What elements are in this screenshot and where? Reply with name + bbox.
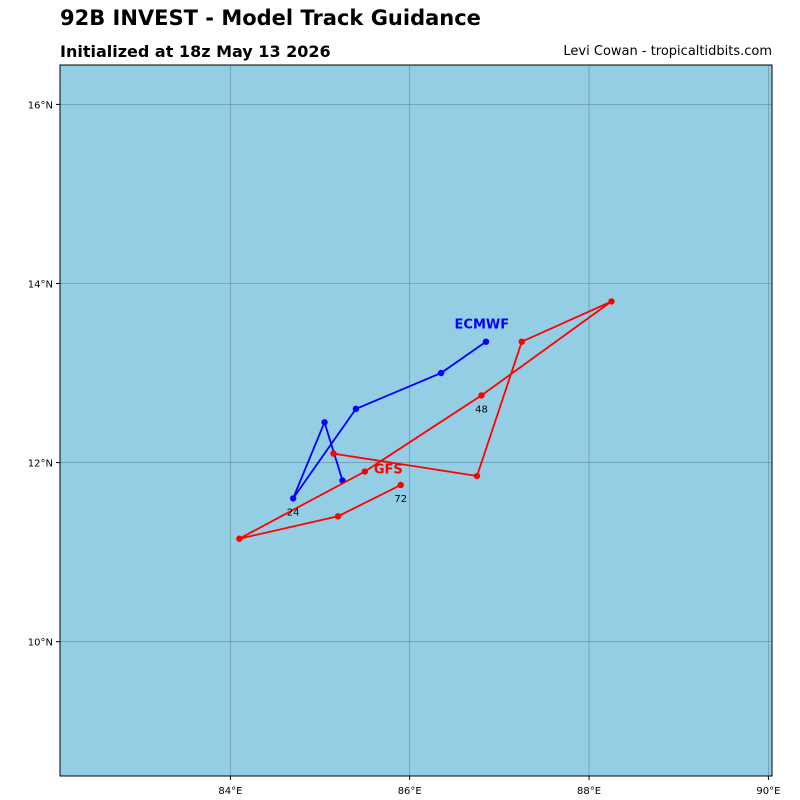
ecmwf-track-point (352, 405, 360, 413)
ocean-background (60, 65, 772, 776)
init-time-subtitle: Initialized at 18z May 13 2026 (60, 42, 331, 61)
lat-tick-label: 16°N (28, 100, 53, 111)
ecmwf-track-point (437, 369, 445, 377)
lat-tick-label: 12°N (28, 459, 53, 470)
page-title: 92B INVEST - Model Track Guidance (60, 6, 481, 30)
gfs-track-point (518, 338, 526, 345)
gfs-track-point (473, 472, 481, 480)
gfs-track-point (236, 535, 243, 542)
gfs-track-point (608, 298, 615, 305)
grid-lines (60, 65, 772, 776)
gfs-model-label: GFS (374, 462, 403, 477)
map-frame (59, 64, 773, 777)
forecast-hour-label: 48 (475, 404, 488, 415)
label-layer: ECMWF GFS 24 48 72 (287, 317, 509, 518)
track-layer (236, 298, 615, 542)
axis-ticks: 84°E 86°E 88°E 90°E 10°N 12°N 14°N 16°N (28, 100, 781, 797)
ecmwf-track-point (289, 495, 297, 502)
gfs-track-point (361, 468, 369, 475)
ecmwf-track-point (321, 419, 328, 426)
lon-tick-label: 84°E (218, 786, 242, 797)
lon-tick-label: 86°E (398, 786, 422, 797)
gfs-track-point (478, 392, 485, 399)
ecmwf-model-label: ECMWF (455, 317, 510, 332)
lon-tick-label: 90°E (756, 786, 780, 797)
ecmwf-track-point (482, 338, 490, 345)
forecast-hour-label: 24 (287, 507, 300, 518)
gfs-track-point (397, 481, 404, 489)
author-credit: Levi Cowan - tropicaltidbits.com (563, 44, 772, 59)
ecmwf-track-line (292, 340, 487, 500)
lon-tick-label: 88°E (577, 786, 601, 797)
lat-tick-label: 14°N (28, 279, 53, 290)
lat-tick-label: 10°N (28, 638, 53, 649)
forecast-hour-label: 72 (394, 494, 407, 505)
gfs-track-point (334, 513, 342, 520)
gfs-track-point (330, 450, 337, 457)
